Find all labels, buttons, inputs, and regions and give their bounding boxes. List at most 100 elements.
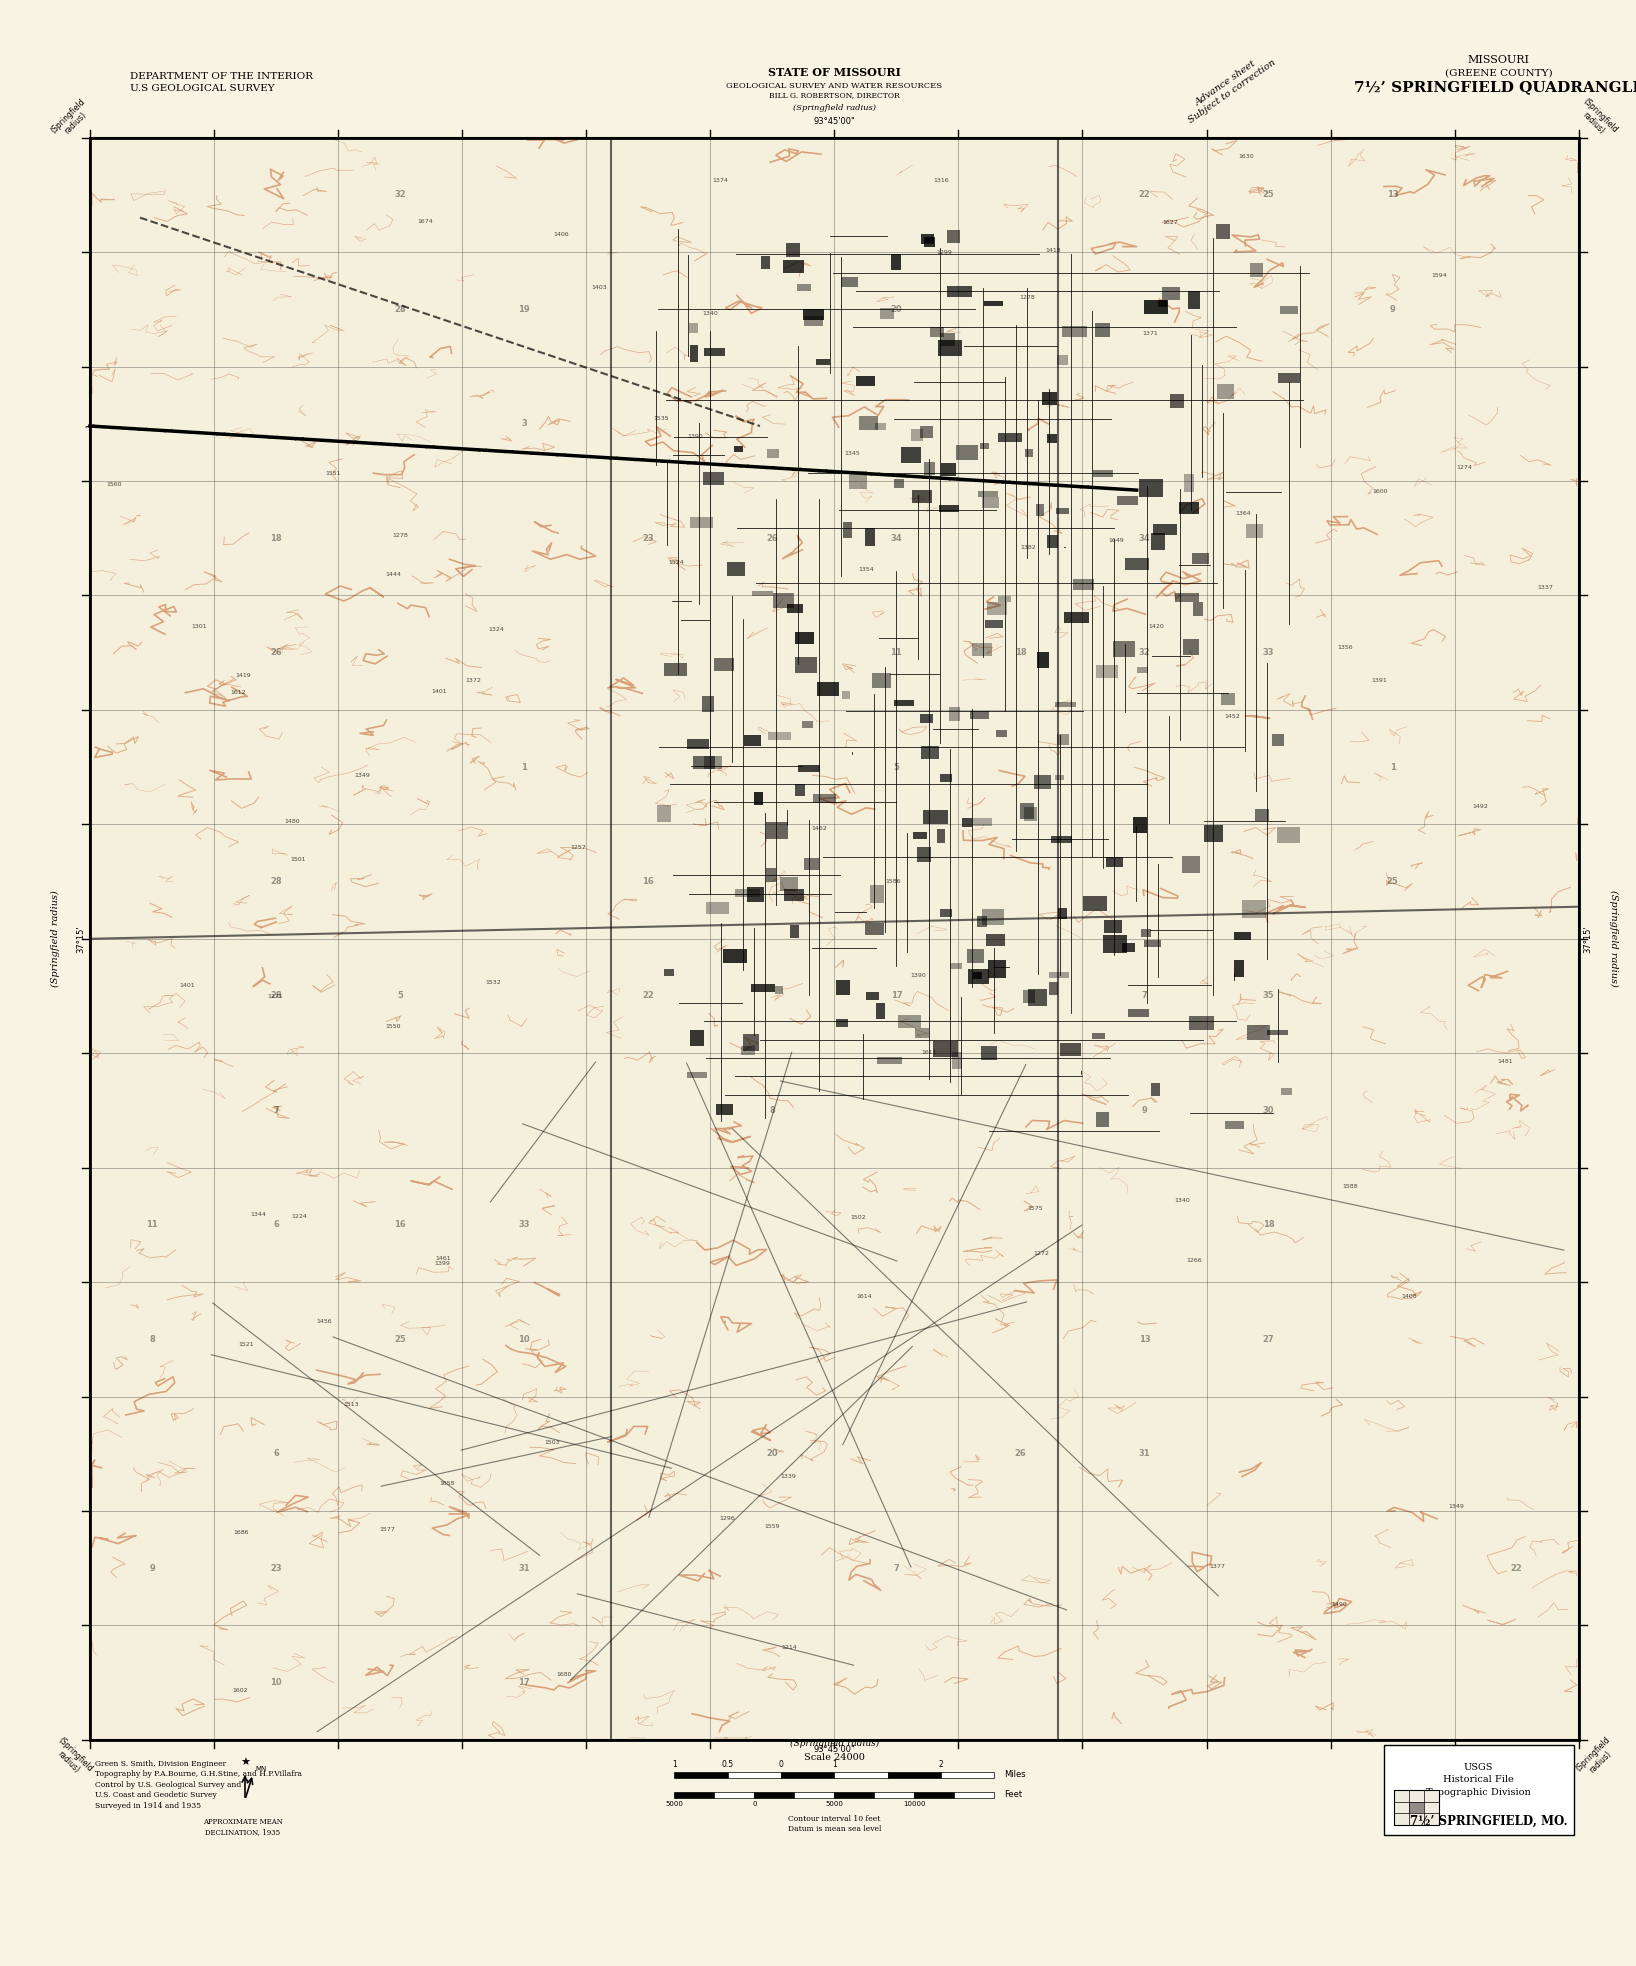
Bar — [1096, 1113, 1109, 1127]
Bar — [1117, 495, 1139, 505]
Bar — [921, 745, 939, 759]
Text: 1658: 1658 — [438, 1480, 455, 1486]
Bar — [978, 492, 998, 497]
Text: 1266: 1266 — [1186, 1258, 1201, 1264]
Bar — [1225, 1121, 1245, 1128]
Bar — [1021, 802, 1034, 818]
Bar — [694, 757, 715, 769]
Text: 6: 6 — [273, 1221, 280, 1229]
Text: 1575: 1575 — [1027, 1207, 1042, 1211]
Bar — [707, 902, 730, 914]
Bar — [713, 659, 735, 670]
Text: 23: 23 — [270, 1563, 281, 1573]
Bar — [780, 1771, 834, 1777]
Bar — [656, 804, 671, 822]
Bar — [754, 1791, 795, 1799]
Bar — [1279, 307, 1297, 315]
Text: 1340: 1340 — [702, 311, 718, 317]
Bar — [816, 682, 839, 696]
Text: 1257: 1257 — [569, 845, 586, 849]
Bar — [933, 1042, 957, 1058]
Bar — [970, 712, 988, 718]
Bar — [865, 529, 875, 547]
Text: 6: 6 — [273, 1449, 280, 1459]
Bar — [987, 602, 1006, 615]
Bar — [728, 562, 744, 576]
Bar — [983, 908, 1003, 924]
Bar — [1055, 507, 1068, 515]
Text: 1364: 1364 — [1235, 511, 1250, 517]
Text: 1344: 1344 — [250, 1211, 265, 1217]
Text: 1480: 1480 — [285, 818, 299, 824]
Bar — [1049, 971, 1068, 977]
Bar — [787, 604, 803, 613]
Text: (Springfield radius): (Springfield radius) — [790, 1738, 879, 1748]
Bar — [690, 346, 699, 362]
Bar — [893, 700, 915, 706]
Bar — [1234, 932, 1252, 940]
Bar — [703, 757, 721, 769]
Bar — [1191, 552, 1209, 564]
Bar — [741, 1046, 756, 1054]
Bar — [1024, 448, 1032, 456]
Text: (Springfield
radius): (Springfield radius) — [1574, 1736, 1620, 1781]
Text: 1339: 1339 — [780, 1474, 797, 1480]
Text: (Springfield
radius): (Springfield radius) — [49, 1736, 95, 1781]
Text: 1401: 1401 — [432, 688, 447, 694]
Text: 1612: 1612 — [231, 690, 245, 696]
Text: 1356: 1356 — [1338, 645, 1353, 651]
Bar — [915, 1791, 954, 1799]
Text: 1674: 1674 — [417, 220, 434, 224]
Bar — [874, 1791, 915, 1799]
Text: 1224: 1224 — [291, 1213, 306, 1219]
Bar — [911, 490, 933, 503]
Bar — [919, 427, 933, 438]
Text: 26: 26 — [1014, 1449, 1026, 1459]
Text: 33: 33 — [1263, 649, 1274, 657]
Text: 1586: 1586 — [885, 879, 901, 885]
Text: 1418: 1418 — [1045, 248, 1062, 254]
Bar — [1057, 356, 1068, 366]
Bar — [754, 792, 762, 804]
Bar — [1050, 836, 1072, 843]
Bar — [1057, 733, 1068, 745]
Text: 26: 26 — [766, 533, 779, 543]
Text: 1349: 1349 — [1448, 1504, 1464, 1510]
Bar — [1276, 828, 1301, 843]
Text: 1272: 1272 — [1034, 1250, 1049, 1256]
Bar — [774, 594, 793, 607]
Bar — [1047, 535, 1057, 549]
Text: 1560: 1560 — [106, 482, 121, 488]
Bar — [973, 973, 982, 979]
Bar — [1047, 434, 1057, 442]
Bar — [841, 692, 849, 700]
Bar — [723, 950, 748, 963]
Bar — [1152, 525, 1178, 535]
Bar — [769, 733, 792, 741]
Bar — [972, 818, 991, 826]
Bar — [921, 714, 933, 723]
Text: 1299: 1299 — [937, 250, 952, 256]
Bar — [1235, 959, 1243, 977]
Text: 2: 2 — [939, 1760, 944, 1769]
Text: 1271: 1271 — [267, 995, 283, 999]
Text: 0: 0 — [753, 1801, 756, 1807]
Text: 28: 28 — [270, 991, 281, 1001]
Bar — [784, 889, 805, 900]
Bar — [988, 959, 1006, 977]
Bar — [702, 696, 715, 712]
Text: 1600: 1600 — [1373, 488, 1387, 493]
Text: 1391: 1391 — [1371, 678, 1387, 682]
Text: 1588: 1588 — [1342, 1184, 1358, 1189]
Bar — [1139, 480, 1163, 497]
Text: 19: 19 — [519, 305, 530, 315]
Bar — [872, 672, 892, 688]
Bar — [1409, 1801, 1423, 1813]
Text: 1278: 1278 — [393, 533, 407, 539]
Text: 1: 1 — [1389, 763, 1396, 771]
Bar — [1106, 857, 1122, 867]
Bar — [836, 979, 849, 995]
Bar — [728, 1771, 780, 1777]
Bar — [1122, 944, 1135, 952]
Text: 1274: 1274 — [1456, 464, 1472, 470]
